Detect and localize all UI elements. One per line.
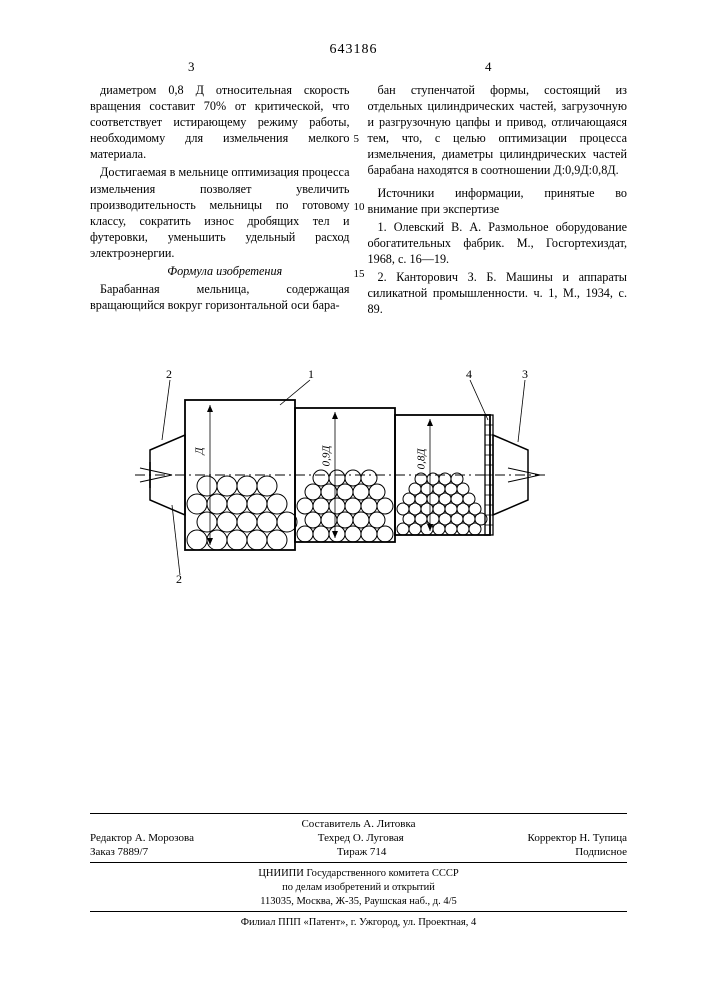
corrector: Корректор Н. Тупица <box>528 832 627 844</box>
order: Заказ 7889/7 <box>90 846 148 858</box>
line-marker-15: 15 <box>354 267 365 282</box>
col-number-right: 4 <box>485 59 492 75</box>
composer: Составитель А. Литовка <box>90 818 627 830</box>
figure: 1 2 2 4 3 Д 0,9Д 0,8Д <box>130 350 550 600</box>
media-section-1 <box>187 476 297 550</box>
left-p1: диаметром 0,8 Д относительная скорость в… <box>90 82 350 162</box>
callout-1: 1 <box>308 367 314 382</box>
patent-number: 643186 <box>330 42 378 58</box>
org1: ЦНИИПИ Государственного комитета СССР <box>90 867 627 881</box>
callout-2b: 2 <box>176 572 182 587</box>
dim-d2: 0,9Д <box>320 446 332 467</box>
text-columns: диаметром 0,8 Д относительная скорость в… <box>90 82 627 319</box>
dim-d1: Д <box>194 448 206 455</box>
formula-heading: Формула изобретения <box>90 263 350 279</box>
source-1: 1. Олевский В. А. Размольное оборудовани… <box>368 219 628 267</box>
line-marker-10: 10 <box>354 200 365 215</box>
callout-2: 2 <box>166 367 172 382</box>
editor: Редактор А. Морозова <box>90 832 194 844</box>
right-p1: бан ступенчатой формы, состоящий из отде… <box>368 82 628 179</box>
callout-4: 4 <box>466 367 472 382</box>
media-section-2 <box>297 470 393 542</box>
line-marker-5: 5 <box>354 132 360 147</box>
col-number-left: 3 <box>188 59 195 75</box>
left-p2: Достигаемая в мельнице оптимизация проце… <box>90 164 350 261</box>
techred: Техред О. Луговая <box>318 832 404 844</box>
source-2: 2. Канторович З. Б. Машины и аппараты си… <box>368 269 628 317</box>
addr1: 113035, Москва, Ж-35, Раушская наб., д. … <box>90 895 627 909</box>
dim-d3: 0,8Д <box>415 449 427 470</box>
tirazh: Тираж 714 <box>337 846 387 858</box>
org2: по делам изобретений и открытий <box>90 881 627 895</box>
subscr: Подписное <box>575 846 627 858</box>
left-p3: Барабанная мельница, содержащая вращающи… <box>90 281 350 313</box>
sources-heading: Источники информации, принятые во вниман… <box>368 185 628 217</box>
media-section-3 <box>397 473 487 535</box>
figure-svg <box>130 350 550 600</box>
footer: Составитель А. Литовка Редактор А. Мороз… <box>90 813 627 930</box>
left-column: диаметром 0,8 Д относительная скорость в… <box>90 82 350 319</box>
addr2: Филиал ППП «Патент», г. Ужгород, ул. Про… <box>90 916 627 930</box>
callout-3: 3 <box>522 367 528 382</box>
right-column: 5 10 15 бан ступенчатой формы, состоящий… <box>368 82 628 319</box>
